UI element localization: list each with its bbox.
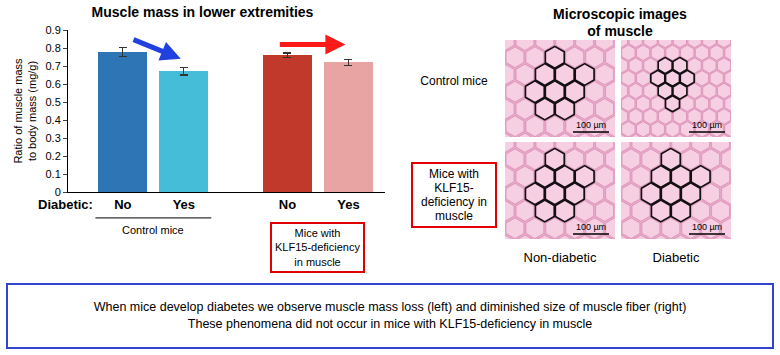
html-text:Control mice: Control mice: [420, 74, 488, 88]
svg-text:No: No: [279, 197, 296, 212]
svg-text:100 µm: 100 µm: [692, 120, 722, 130]
svg-text:0.3: 0.3: [46, 132, 61, 144]
svg-text:Diabetic:: Diabetic:: [38, 197, 93, 212]
svg-text:0: 0: [55, 186, 61, 198]
svg-text:0.9: 0.9: [46, 24, 61, 36]
svg-text:Mice withKLF15-deficiencyin mu: Mice withKLF15-deficiencyin muscle: [275, 227, 360, 268]
svg-text:0.2: 0.2: [46, 150, 61, 162]
html-text:Non-diabetic: Non-diabetic: [523, 250, 597, 265]
svg-text:0.6: 0.6: [46, 78, 61, 90]
html-text:Microscopic images: Microscopic images: [553, 6, 687, 22]
svg-text:Yes: Yes: [173, 197, 195, 212]
svg-text:100 µm: 100 µm: [692, 222, 722, 232]
html-text:Diabetic: Diabetic: [652, 250, 700, 265]
svg-text:0.5: 0.5: [46, 96, 61, 108]
svg-text:Control mice: Control mice: [122, 224, 184, 236]
svg-text:Muscle mass in lower extremiti: Muscle mass in lower extremities: [92, 4, 314, 20]
svg-text:Ratio of muscle massto body ma: Ratio of muscle massto body mass (mg/g): [12, 58, 38, 164]
svg-text:0.4: 0.4: [46, 114, 61, 126]
html-text:Mice with KLF15-deficiency in: Mice with KLF15-deficiency in muscle: [421, 167, 487, 223]
svg-text:0.7: 0.7: [46, 60, 61, 72]
html-text:When mice develop diabetes we: When mice develop diabetes we observe mu…: [93, 300, 687, 314]
svg-text:100 µm: 100 µm: [576, 222, 606, 232]
svg-text:No: No: [114, 197, 131, 212]
svg-text:0.1: 0.1: [46, 168, 61, 180]
html-text:of muscle: of muscle: [587, 23, 653, 39]
svg-text:Yes: Yes: [337, 197, 359, 212]
svg-text:100 µm: 100 µm: [576, 120, 606, 130]
html-text:These phenomena did not occur: These phenomena did not occur in mice wi…: [187, 317, 593, 331]
svg-text:0.8: 0.8: [46, 42, 61, 54]
